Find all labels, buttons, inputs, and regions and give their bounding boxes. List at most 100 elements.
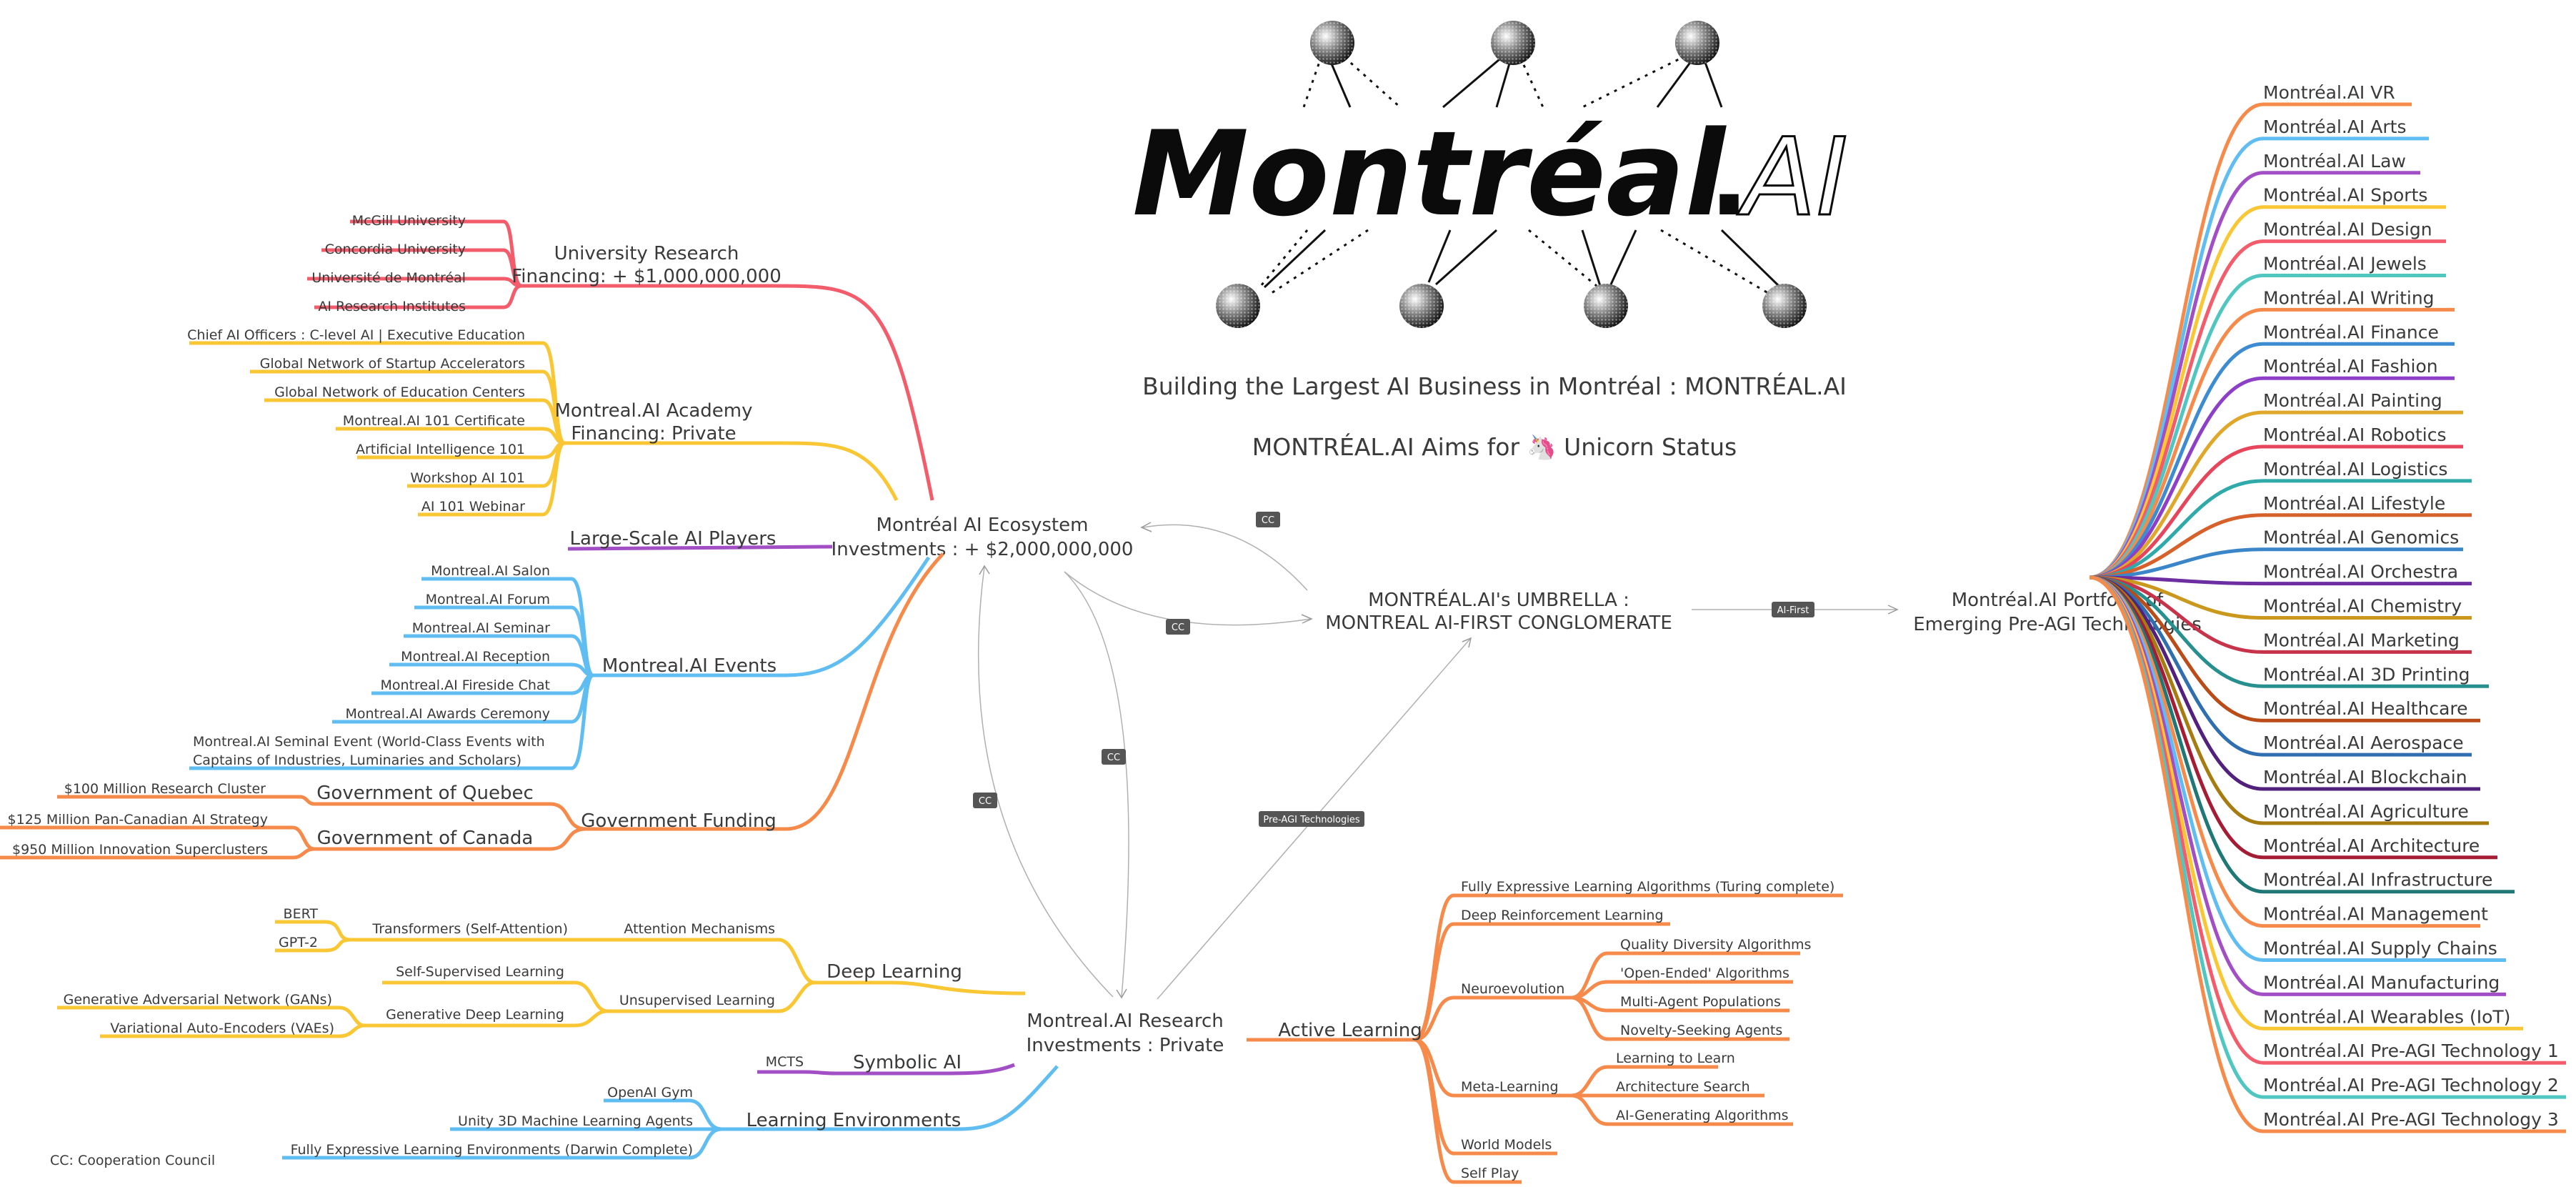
portfolio-item[interactable]: Montréal.AI Agriculture	[2263, 801, 2469, 822]
academy-item: Montreal.AI 101 Certificate	[343, 413, 525, 429]
portfolio-item[interactable]: Montréal.AI Logistics	[2263, 459, 2447, 480]
research-line2: Investments : Private	[1027, 1035, 1224, 1056]
government-quebec[interactable]: Government of Quebec	[316, 783, 533, 804]
portfolio-item[interactable]: Montréal.AI Pre-AGI Technology 1	[2263, 1041, 2559, 1061]
deep-learning-branches	[57, 920, 1026, 1038]
portfolio-item[interactable]: Montréal.AI Chemistry	[2263, 596, 2462, 617]
relation-line	[1064, 571, 1129, 998]
academy-node[interactable]: Montreal.AI Academy Financing: Private	[554, 400, 752, 444]
portfolio-item[interactable]: Montréal.AI Design	[2263, 219, 2432, 240]
university-title2: Financing: + $1,000,000,000	[511, 266, 782, 287]
unsupervised-learning[interactable]: Unsupervised Learning	[619, 993, 775, 1008]
environments-branches	[282, 1065, 1059, 1160]
university-node[interactable]: University Research Financing: + $1,000,…	[511, 243, 782, 287]
academy-branches	[189, 341, 899, 517]
university-title1: University Research	[554, 243, 739, 264]
arrow-icon	[1116, 988, 1127, 999]
umbrella-node[interactable]: MONTRÉAL.AI's UMBRELLA : MONTREAL AI-FIR…	[1325, 588, 1672, 634]
portfolio-item[interactable]: Montréal.AI Painting	[2263, 390, 2442, 411]
portfolio-item[interactable]: Montréal.AI Marketing	[2263, 630, 2460, 650]
portfolio-branch-line	[2089, 547, 2463, 580]
portfolio-item[interactable]: Montréal.AI Manufacturing	[2263, 972, 2500, 993]
portfolio-item[interactable]: Montréal.AI Sports	[2263, 185, 2427, 206]
symbolic-branches	[757, 1063, 1015, 1076]
portfolio-item[interactable]: Montréal.AI Jewels	[2263, 254, 2427, 274]
relation-label-cc-4: CC	[973, 793, 997, 808]
portfolio-item[interactable]: Montréal.AI Fashion	[2263, 356, 2438, 377]
relation-label-cc-1: CC	[1256, 512, 1280, 527]
events-item: Montreal.AI Fireside Chat	[381, 677, 550, 693]
university-branches	[307, 219, 934, 501]
portfolio-item[interactable]: Montréal.AI Aerospace	[2263, 732, 2464, 753]
portfolio-item[interactable]: Montréal.AI Healthcare	[2263, 698, 2468, 719]
portfolio-item[interactable]: Montréal.AI Finance	[2263, 322, 2439, 342]
headline: Building the Largest AI Business in Mont…	[1142, 372, 1847, 400]
portfolio-item[interactable]: Montréal.AI Pre-AGI Technology 2	[2263, 1075, 2559, 1096]
self-supervised-node[interactable]: Self-Supervised Learning	[396, 964, 564, 980]
arrow-icon	[1140, 522, 1152, 532]
portfolio-item[interactable]: Montréal.AI Wearables (IoT)	[2263, 1006, 2510, 1027]
meta-item: AI-Generating Algorithms	[1616, 1108, 1789, 1123]
relation-label-pre-agi: Pre-AGI Technologies	[1259, 811, 1364, 827]
large-scale-branch	[567, 545, 833, 551]
portfolio-item[interactable]: Montréal.AI Writing	[2263, 287, 2435, 308]
events-branches	[189, 556, 931, 770]
government-node[interactable]: Government Funding	[581, 810, 777, 832]
deep-learning-node[interactable]: Deep Learning	[827, 961, 962, 983]
umbrella-line1: MONTRÉAL.AI's UMBRELLA :	[1368, 588, 1629, 611]
portfolio-item[interactable]: Montréal.AI 3D Printing	[2263, 664, 2470, 685]
aims-text: MONTRÉAL.AI Aims for 🦄 Unicorn Status	[1252, 432, 1737, 461]
portfolio-item[interactable]: Montréal.AI Infrastructure	[2263, 870, 2492, 890]
large-scale-node[interactable]: Large-Scale AI Players	[570, 528, 777, 550]
portfolio-item[interactable]: Montréal.AI Genomics	[2263, 527, 2459, 548]
academy-item: Global Network of Education Centers	[274, 384, 525, 400]
research-node[interactable]: Montreal.AI Research Investments : Priva…	[1027, 1010, 1224, 1056]
portfolio-item[interactable]: Montréal.AI Architecture	[2263, 835, 2480, 856]
meta-learning-node[interactable]: Meta-Learning	[1461, 1079, 1559, 1095]
symbolic-node[interactable]: Symbolic AI	[853, 1052, 962, 1073]
portfolio-item[interactable]: Montréal.AI VR	[2263, 82, 2395, 103]
active-item: Self Play	[1461, 1166, 1519, 1181]
portfolio-item[interactable]: Montréal.AI Robotics	[2263, 424, 2446, 445]
portfolio-item[interactable]: Montréal.AI Management	[2263, 904, 2488, 925]
government-canada[interactable]: Government of Canada	[317, 828, 534, 849]
neuro-item: Multi-Agent Populations	[1620, 994, 1781, 1010]
generative-node[interactable]: Generative Deep Learning	[386, 1007, 564, 1023]
events-item: Montreal.AI Seminar	[412, 620, 550, 636]
active-learning-branches	[1247, 893, 1843, 1184]
portfolio-item[interactable]: Montréal.AI Blockchain	[2263, 767, 2467, 788]
portfolio-item[interactable]: Montréal.AI Orchestra	[2263, 562, 2458, 582]
svg-text:CC: CC	[979, 796, 992, 807]
portfolio-item[interactable]: Montréal.AI Supply Chains	[2263, 938, 2497, 959]
university-item: McGill University	[352, 213, 466, 229]
transformers-node[interactable]: Transformers (Self-Attention)	[371, 921, 568, 937]
neuro-item: Quality Diversity Algorithms	[1620, 937, 1811, 953]
academy-item: AI 101 Webinar	[421, 499, 525, 515]
relation-label-ai-first: AI-First	[1772, 602, 1814, 617]
environments-node[interactable]: Learning Environments	[747, 1110, 962, 1131]
portfolio-item[interactable]: Montréal.AI Arts	[2263, 116, 2406, 137]
attention-mechanisms[interactable]: Attention Mechanisms	[624, 921, 775, 937]
academy-item: Global Network of Startup Accelerators	[260, 356, 525, 372]
svg-text:AI-First: AI-First	[1777, 605, 1809, 616]
neuroevolution-node[interactable]: Neuroevolution	[1461, 981, 1564, 997]
active-learning-node[interactable]: Active Learning	[1278, 1020, 1422, 1041]
ecosystem-node[interactable]: Montréal AI Ecosystem Investments : + $2…	[832, 515, 1134, 560]
logo-word: Montréal	[1132, 106, 1727, 242]
academy-title1: Montreal.AI Academy	[554, 400, 752, 422]
events-item: Montreal.AI Forum	[426, 592, 550, 607]
symbolic-item: MCTS	[766, 1054, 804, 1070]
arrow-icon	[1887, 605, 1899, 615]
events-node[interactable]: Montreal.AI Events	[602, 655, 777, 677]
government-canada-item: $950 Million Innovation Superclusters	[12, 842, 268, 858]
academy-item: Workshop AI 101	[410, 470, 525, 486]
attention-item: BERT	[284, 906, 319, 922]
portfolio-item[interactable]: Montréal.AI Law	[2263, 151, 2406, 172]
sphere-icon	[1216, 284, 1260, 328]
events-item: Montreal.AI Salon	[431, 563, 550, 579]
academy-item: Artificial Intelligence 101	[356, 442, 525, 457]
portfolio-item[interactable]: Montréal.AI Pre-AGI Technology 3	[2263, 1109, 2559, 1130]
portfolio-item[interactable]: Montréal.AI Lifestyle	[2263, 493, 2445, 514]
